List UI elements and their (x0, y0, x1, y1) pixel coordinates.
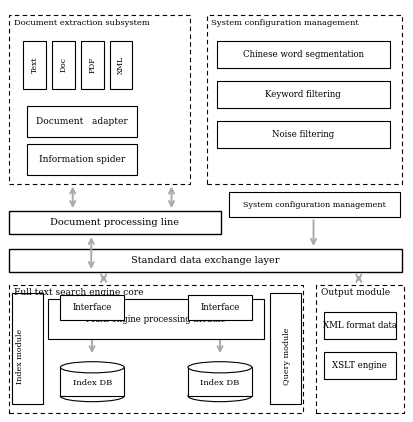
Bar (60, 295, 124, 320)
Bar (9, 211, 221, 234)
Text: Interface: Interface (200, 303, 240, 312)
Bar (217, 81, 390, 108)
Bar (324, 352, 396, 379)
Bar (110, 41, 133, 89)
Text: Text: Text (31, 57, 39, 73)
Bar (270, 293, 301, 404)
Text: Multi-engine processing module: Multi-engine processing module (86, 315, 226, 324)
Bar (60, 367, 124, 396)
Ellipse shape (188, 362, 252, 373)
Bar (316, 284, 404, 413)
Text: Noise filtering: Noise filtering (272, 130, 335, 139)
Text: Standard data exchange layer: Standard data exchange layer (131, 256, 280, 265)
Bar (9, 284, 303, 413)
Text: System configuration management: System configuration management (243, 201, 386, 209)
Bar (217, 41, 390, 68)
Bar (23, 41, 46, 89)
Bar (27, 144, 137, 175)
Text: Index module: Index module (17, 328, 24, 384)
Bar (12, 293, 43, 404)
Text: Interface: Interface (73, 303, 112, 312)
Text: Index DB: Index DB (200, 379, 240, 387)
Text: Full text search engine core: Full text search engine core (14, 288, 143, 297)
Text: XSLT engine: XSLT engine (332, 361, 387, 370)
Bar (188, 295, 252, 320)
Bar (324, 312, 396, 339)
Text: XML format data: XML format data (323, 321, 397, 330)
Text: Query module: Query module (283, 327, 291, 385)
Bar (48, 299, 264, 339)
Bar (9, 249, 402, 272)
Text: Information spider: Information spider (39, 155, 125, 164)
Text: Document   adapter: Document adapter (36, 117, 128, 126)
Bar (229, 192, 400, 217)
Text: Index DB: Index DB (73, 379, 112, 387)
Bar (27, 106, 137, 138)
Text: Chinese word segmentation: Chinese word segmentation (243, 50, 364, 59)
Bar (81, 41, 104, 89)
Bar (217, 121, 390, 148)
Text: XML: XML (117, 56, 125, 74)
Text: Document extraction subsystem: Document extraction subsystem (14, 19, 150, 27)
Bar (52, 41, 75, 89)
Text: PDF: PDF (88, 57, 96, 73)
Ellipse shape (60, 362, 124, 373)
Ellipse shape (60, 390, 124, 402)
Text: Output module: Output module (320, 288, 389, 297)
Text: Document processing line: Document processing line (50, 218, 179, 227)
Ellipse shape (188, 390, 252, 402)
Bar (188, 367, 252, 396)
Text: Doc: Doc (59, 57, 67, 72)
Bar (9, 16, 190, 184)
Bar (206, 16, 402, 184)
Text: Keyword filtering: Keyword filtering (266, 90, 341, 99)
Text: System configuration management: System configuration management (211, 19, 359, 27)
